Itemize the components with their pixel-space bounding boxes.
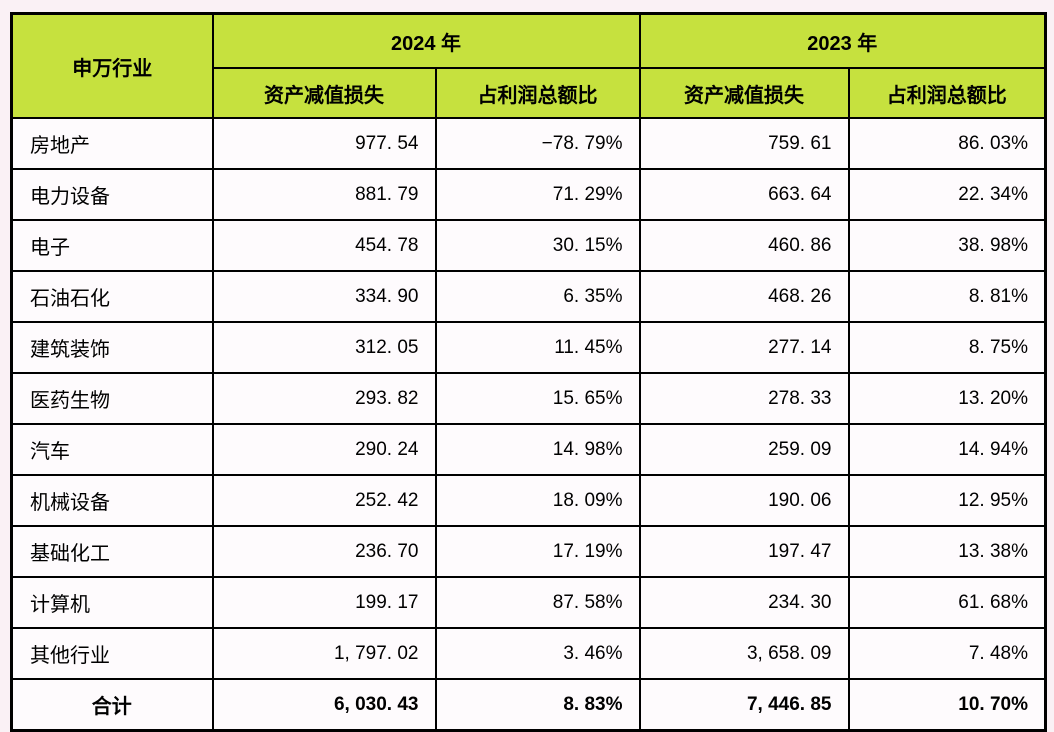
ratio-2023-cell: 61. 68% bbox=[847, 576, 1047, 629]
header-year-2023: 2023 年 bbox=[638, 12, 1047, 69]
loss-2024-cell: 290. 24 bbox=[211, 423, 437, 476]
loss-2023-cell: 460. 86 bbox=[638, 219, 850, 272]
ratio-2024-cell: 71. 29% bbox=[434, 168, 641, 221]
total-row: 合计 6, 030. 43 8. 83% 7, 446. 85 10. 70% bbox=[10, 678, 1047, 732]
ratio-2024-cell: −78. 79% bbox=[434, 117, 641, 170]
ratio-2023-cell: 38. 98% bbox=[847, 219, 1047, 272]
header-2023-loss: 资产减值损失 bbox=[638, 67, 850, 119]
total-label-cell: 合计 bbox=[10, 678, 214, 732]
ratio-2023-cell: 8. 81% bbox=[847, 270, 1047, 323]
industry-cell: 石油石化 bbox=[10, 270, 214, 323]
table-row: 电子 454. 78 30. 15% 460. 86 38. 98% bbox=[10, 219, 1047, 272]
ratio-2023-cell: 86. 03% bbox=[847, 117, 1047, 170]
ratio-2023-cell: 12. 95% bbox=[847, 474, 1047, 527]
loss-2024-cell: 6, 030. 43 bbox=[211, 678, 437, 732]
loss-2023-cell: 3, 658. 09 bbox=[638, 627, 850, 680]
industry-cell: 计算机 bbox=[10, 576, 214, 629]
industry-cell: 基础化工 bbox=[10, 525, 214, 578]
table-row: 机械设备 252. 42 18. 09% 190. 06 12. 95% bbox=[10, 474, 1047, 527]
ratio-2024-cell: 30. 15% bbox=[434, 219, 641, 272]
loss-2023-cell: 278. 33 bbox=[638, 372, 850, 425]
ratio-2024-cell: 18. 09% bbox=[434, 474, 641, 527]
loss-2023-cell: 234. 30 bbox=[638, 576, 850, 629]
ratio-2024-cell: 15. 65% bbox=[434, 372, 641, 425]
loss-2024-cell: 881. 79 bbox=[211, 168, 437, 221]
industry-cell: 机械设备 bbox=[10, 474, 214, 527]
ratio-2024-cell: 3. 46% bbox=[434, 627, 641, 680]
loss-2023-cell: 759. 61 bbox=[638, 117, 850, 170]
industry-cell: 电子 bbox=[10, 219, 214, 272]
ratio-2023-cell: 14. 94% bbox=[847, 423, 1047, 476]
table-header: 申万行业 2024 年 2023 年 资产减值损失 占利润总额比 资产减值损失 … bbox=[10, 12, 1047, 119]
table-row: 电力设备 881. 79 71. 29% 663. 64 22. 34% bbox=[10, 168, 1047, 221]
ratio-2023-cell: 22. 34% bbox=[847, 168, 1047, 221]
industry-cell: 电力设备 bbox=[10, 168, 214, 221]
header-row-years: 申万行业 2024 年 2023 年 bbox=[10, 12, 1047, 119]
loss-2024-cell: 977. 54 bbox=[211, 117, 437, 170]
header-year-2024: 2024 年 bbox=[211, 12, 641, 69]
ratio-2023-cell: 13. 38% bbox=[847, 525, 1047, 578]
table-row: 建筑装饰 312. 05 11. 45% 277. 14 8. 75% bbox=[10, 321, 1047, 374]
ratio-2023-cell: 10. 70% bbox=[847, 678, 1047, 732]
industry-cell: 医药生物 bbox=[10, 372, 214, 425]
header-2024-loss: 资产减值损失 bbox=[211, 67, 437, 119]
table-row: 汽车 290. 24 14. 98% 259. 09 14. 94% bbox=[10, 423, 1047, 476]
table-row: 房地产 977. 54 −78. 79% 759. 61 86. 03% bbox=[10, 117, 1047, 170]
loss-2024-cell: 236. 70 bbox=[211, 525, 437, 578]
ratio-2023-cell: 7. 48% bbox=[847, 627, 1047, 680]
header-2024-ratio: 占利润总额比 bbox=[434, 67, 641, 119]
loss-2024-cell: 1, 797. 02 bbox=[211, 627, 437, 680]
loss-2024-cell: 199. 17 bbox=[211, 576, 437, 629]
loss-2024-cell: 454. 78 bbox=[211, 219, 437, 272]
table-row: 医药生物 293. 82 15. 65% 278. 33 13. 20% bbox=[10, 372, 1047, 425]
ratio-2024-cell: 6. 35% bbox=[434, 270, 641, 323]
loss-2023-cell: 259. 09 bbox=[638, 423, 850, 476]
table-row: 基础化工 236. 70 17. 19% 197. 47 13. 38% bbox=[10, 525, 1047, 578]
loss-2023-cell: 663. 64 bbox=[638, 168, 850, 221]
table-body: 房地产 977. 54 −78. 79% 759. 61 86. 03% 电力设备 881.… bbox=[10, 117, 1047, 732]
header-2023-ratio: 占利润总额比 bbox=[847, 67, 1047, 119]
ratio-2024-cell: 87. 58% bbox=[434, 576, 641, 629]
ratio-2024-cell: 8. 83% bbox=[434, 678, 641, 732]
loss-2023-cell: 277. 14 bbox=[638, 321, 850, 374]
industry-cell: 建筑装饰 bbox=[10, 321, 214, 374]
ratio-2023-cell: 13. 20% bbox=[847, 372, 1047, 425]
ratio-2024-cell: 11. 45% bbox=[434, 321, 641, 374]
loss-2023-cell: 190. 06 bbox=[638, 474, 850, 527]
loss-2024-cell: 312. 05 bbox=[211, 321, 437, 374]
loss-2023-cell: 468. 26 bbox=[638, 270, 850, 323]
impairment-table: 申万行业 2024 年 2023 年 资产减值损失 占利润总额比 资产减值损失 … bbox=[10, 12, 1047, 732]
table-row: 石油石化 334. 90 6. 35% 468. 26 8. 81% bbox=[10, 270, 1047, 323]
header-row-subcolumns: 资产减值损失 占利润总额比 资产减值损失 占利润总额比 bbox=[12, 67, 1047, 119]
ratio-2023-cell: 8. 75% bbox=[847, 321, 1047, 374]
loss-2024-cell: 334. 90 bbox=[211, 270, 437, 323]
loss-2023-cell: 197. 47 bbox=[638, 525, 850, 578]
table-row: 计算机 199. 17 87. 58% 234. 30 61. 68% bbox=[10, 576, 1047, 629]
industry-cell: 房地产 bbox=[10, 117, 214, 170]
industry-cell: 汽车 bbox=[10, 423, 214, 476]
header-industry: 申万行业 bbox=[10, 12, 214, 119]
industry-cell: 其他行业 bbox=[10, 627, 214, 680]
ratio-2024-cell: 17. 19% bbox=[434, 525, 641, 578]
loss-2023-cell: 7, 446. 85 bbox=[638, 678, 850, 732]
loss-2024-cell: 252. 42 bbox=[211, 474, 437, 527]
table-row: 其他行业 1, 797. 02 3. 46% 3, 658. 09 7. 48% bbox=[10, 627, 1047, 680]
loss-2024-cell: 293. 82 bbox=[211, 372, 437, 425]
ratio-2024-cell: 14. 98% bbox=[434, 423, 641, 476]
